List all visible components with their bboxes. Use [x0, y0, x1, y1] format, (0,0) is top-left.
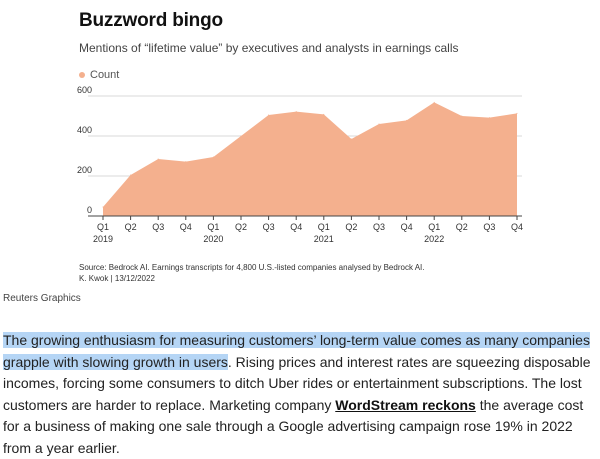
- chart-credit: K. Kwok | 13/12/2022: [79, 274, 155, 283]
- x-tick-label: Q1: [428, 222, 440, 232]
- data-point: [461, 115, 463, 117]
- chart-subtitle: Mentions of “lifetime value” by executiv…: [79, 41, 459, 55]
- x-tick-year-label: 2022: [424, 234, 444, 244]
- data-point: [378, 123, 380, 125]
- x-tick-label: Q3: [263, 222, 275, 232]
- legend-swatch-icon: [79, 72, 85, 78]
- data-point: [295, 111, 297, 113]
- x-tick-year-label: 2021: [314, 234, 334, 244]
- y-tick-label: 0: [87, 205, 92, 215]
- chart-legend: Count: [79, 69, 119, 81]
- x-tick-label: Q4: [180, 222, 192, 232]
- data-point: [350, 138, 352, 140]
- y-tick-label: 400: [77, 125, 92, 135]
- x-tick-label: Q1: [97, 222, 109, 232]
- data-point: [433, 101, 435, 103]
- x-tick-year-label: 2019: [93, 234, 113, 244]
- x-tick-label: Q2: [456, 222, 468, 232]
- x-tick-label: Q3: [373, 222, 385, 232]
- data-point: [102, 206, 104, 208]
- legend-label: Count: [90, 69, 120, 81]
- x-tick-label: Q2: [235, 222, 247, 232]
- x-tick-label: Q3: [152, 222, 164, 232]
- x-tick-label: Q4: [511, 222, 523, 232]
- y-tick-label: 600: [77, 85, 92, 95]
- data-point: [185, 161, 187, 163]
- graphics-attribution: Reuters Graphics: [3, 293, 81, 304]
- data-point: [212, 156, 214, 158]
- paragraph-text: . Rising prices and interest rates are s…: [3, 353, 591, 413]
- data-point: [240, 135, 242, 137]
- article-paragraph: The growing enthusiasm for measuring cus…: [3, 330, 600, 459]
- series-area-count: [103, 102, 517, 216]
- x-tick-label: Q2: [125, 222, 137, 232]
- chart-title: Buzzword bingo: [79, 10, 223, 31]
- wordstream-link[interactable]: WordStream reckons: [335, 396, 476, 413]
- data-point: [516, 112, 518, 114]
- x-tick-label: Q1: [318, 222, 330, 232]
- data-point: [406, 119, 408, 121]
- x-tick-label: Q4: [401, 222, 413, 232]
- x-tick-year-label: 2020: [203, 234, 223, 244]
- area-chart: 0 200 400 600 Q1 2019 Q2 Q3 Q4 Q1 2020 Q2 Q3 Q4 Q1 2021…: [77, 85, 523, 244]
- data-point: [130, 174, 132, 176]
- x-tick-label: Q4: [290, 222, 302, 232]
- x-tick-label: Q3: [483, 222, 495, 232]
- data-point: [488, 117, 490, 119]
- data-point: [323, 113, 325, 115]
- x-tick-label: Q2: [345, 222, 357, 232]
- y-tick-label: 200: [77, 165, 92, 175]
- data-point: [268, 114, 270, 116]
- chart-source: Source: Bedrock AI. Earnings transcripts…: [79, 263, 425, 272]
- x-tick-label: Q1: [207, 222, 219, 232]
- data-point: [157, 158, 159, 160]
